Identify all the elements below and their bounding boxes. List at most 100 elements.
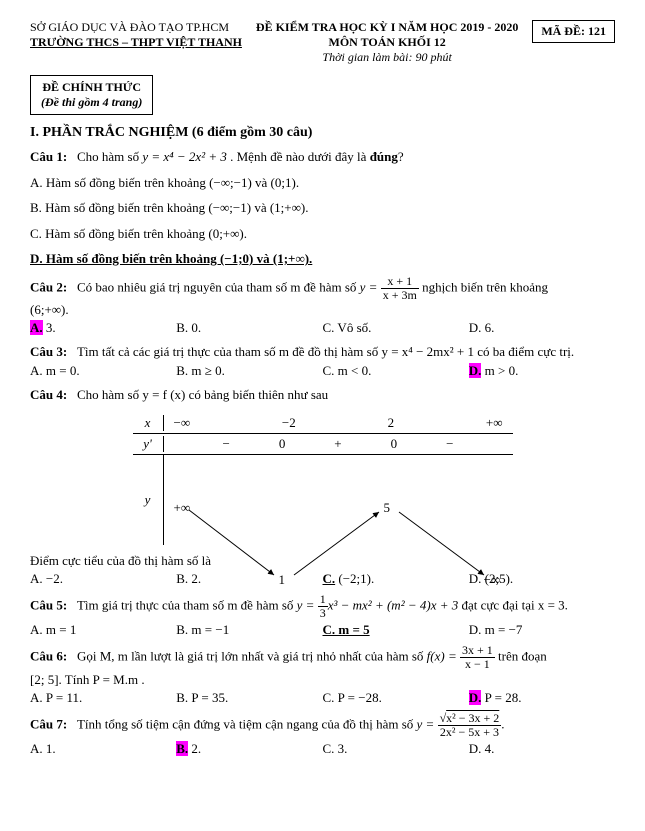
section-1-title: I. PHẦN TRẮC NGHIỆM (6 điểm gồm 30 câu)	[30, 125, 615, 141]
vt-x-label: x	[133, 415, 164, 431]
q6-d-text: P = 28.	[481, 690, 521, 705]
vt-x-2: 2	[388, 415, 395, 431]
q1-opt-d: D. Hàm số đồng biến trên khoảng (−1;0) v…	[30, 249, 615, 269]
vt-y-bot: 1	[279, 572, 286, 588]
question-6: Câu 6: Gọi M, m lần lượt là giá trị lớn …	[30, 644, 615, 671]
vt-x-cells: −∞ −2 2 +∞	[164, 415, 513, 431]
vt-y-left: +∞	[174, 500, 191, 516]
q1-bold: đúng	[370, 149, 398, 164]
vt-yp-1: 0	[279, 436, 286, 452]
time-text: Thời gian làm bài: 90 phút	[322, 50, 451, 64]
q4-label: Câu 4:	[30, 387, 67, 402]
q1-opt-a: A. Hàm số đồng biến trên khoảng (−∞;−1) …	[30, 173, 615, 193]
q7-opt-d: D. 4.	[469, 741, 615, 757]
q2-label: Câu 2:	[30, 279, 67, 294]
q2-text-b: nghịch biến trên khoảng	[422, 279, 548, 294]
header-right: MÃ ĐỀ: 121	[532, 20, 615, 65]
q7-opt-b: B. 2.	[176, 741, 322, 757]
q2-opt-c: C. Vô số.	[323, 320, 469, 336]
q6-d-hl: D.	[469, 690, 482, 705]
q2-text-c: (6;+∞).	[30, 302, 615, 318]
vt-yp-0: −	[222, 436, 229, 452]
q1-qm: ?	[398, 149, 404, 164]
dept-line: SỞ GIÁO DỤC VÀ ĐÀO TẠO TP.HCM	[30, 20, 242, 35]
vt-y-top: 5	[384, 500, 391, 516]
q5-opt-c: C. m = 5	[323, 622, 469, 638]
q6-label: Câu 6:	[30, 649, 67, 664]
q2-fraction: x + 1 x + 3m	[381, 275, 419, 302]
vt-x-3: +∞	[486, 415, 503, 431]
header-left: SỞ GIÁO DỤC VÀ ĐÀO TẠO TP.HCM TRƯỜNG THC…	[30, 20, 242, 65]
official-box: ĐỀ CHÍNH THỨC (Đề thi gồm 4 trang)	[30, 75, 153, 115]
q2-a-hl: A.	[30, 320, 43, 335]
question-4: Câu 4: Cho hàm số y = f (x) có bảng biến…	[30, 385, 615, 405]
exam-title: ĐỀ KIỂM TRA HỌC KỲ I NĂM HỌC 2019 - 2020	[256, 20, 518, 35]
q6-frac-num: 3x + 1	[460, 644, 495, 658]
q6-text-a: Gọi M, m lần lượt là giá trị lớn nhất và…	[77, 649, 427, 664]
q5-onethird: 13	[318, 593, 328, 620]
question-7: Câu 7: Tính tổng số tiệm cận đứng và tiệ…	[30, 712, 615, 739]
q2-opt-b: B. 0.	[176, 320, 322, 336]
q7-b-text: 2.	[188, 741, 201, 756]
official-title: ĐỀ CHÍNH THỨC	[41, 80, 142, 95]
q3-d-text: m > 0.	[481, 363, 518, 378]
q6-text-b: trên đoạn	[498, 649, 547, 664]
q3-opt-c: C. m < 0.	[323, 363, 469, 379]
q1-d-text: D. Hàm số đồng biến trên khoảng (−1;0) v…	[30, 251, 312, 266]
question-2: Câu 2: Có bao nhiêu giá trị nguyên của t…	[30, 275, 615, 302]
q6-opt-a: A. P = 11.	[30, 690, 176, 706]
q4-opt-a: A. −2.	[30, 571, 176, 587]
q6-text-c: [2; 5]. Tính P = M.m .	[30, 672, 615, 688]
question-3: Câu 3: Tìm tất cả các giá trị thực của t…	[30, 342, 615, 362]
q7-frac-den: 2x² − 5x + 3	[438, 726, 502, 739]
q2-opt-a: A. 3.	[30, 320, 176, 336]
q7-opt-a: A. 1.	[30, 741, 176, 757]
vt-y-label: y	[133, 455, 164, 545]
q7-label: Câu 7:	[30, 716, 67, 731]
vt-row-y: y +∞ 5 1 −∞	[133, 455, 513, 545]
q1-fn: y = x⁴ − 2x² + 3	[142, 149, 227, 164]
q5-c-text: C. m = 5	[323, 622, 370, 637]
q6-opt-d: D. P = 28.	[469, 690, 615, 706]
q2-a-text: 3.	[43, 320, 56, 335]
question-1: Câu 1: Cho hàm số y = x⁴ − 2x² + 3 . Mện…	[30, 147, 615, 167]
q4-text: Cho hàm số y = f (x) có bảng biến thiên …	[77, 387, 328, 402]
q3-opt-b: B. m ≥ 0.	[176, 363, 322, 379]
q3-opt-d: D. m > 0.	[469, 363, 615, 379]
q6-opt-c: C. P = −28.	[323, 690, 469, 706]
vt-row-x: x −∞ −2 2 +∞	[133, 413, 513, 434]
q2-frac-num: x + 1	[381, 275, 419, 289]
variation-arrows	[164, 500, 514, 590]
q2-options: A. 3. B. 0. C. Vô số. D. 6.	[30, 320, 615, 336]
pages-line: (Đề thi gồm 4 trang)	[41, 95, 142, 110]
q5-opt-d: D. m = −7	[469, 622, 615, 638]
exam-header: SỞ GIÁO DỤC VÀ ĐÀO TẠO TP.HCM TRƯỜNG THC…	[30, 20, 615, 65]
q6-frac-den: x − 1	[460, 658, 495, 671]
vt-x-0: −∞	[174, 415, 191, 431]
vt-row-yp: y' − 0 + 0 −	[133, 434, 513, 455]
q1-text-b: . Mệnh đề nào dưới đây là	[230, 149, 370, 164]
q5-text-a: Tìm giá trị thực của tham số m đề hàm số	[77, 598, 297, 613]
q5-opt-a: A. m = 1	[30, 622, 176, 638]
q3-d-hl: D.	[469, 363, 482, 378]
q1-opt-c: C. Hàm số đồng biến trên khoảng (0;+∞).	[30, 224, 615, 244]
section-title-text: I. PHẦN TRẮC NGHIỆM (6 điểm gồm 30 câu)	[30, 125, 312, 140]
q7-frac-num: √x² − 3x + 2	[438, 712, 502, 726]
q3-opt-a: A. m = 0.	[30, 363, 176, 379]
vt-yp-2: +	[334, 436, 341, 452]
q5-opt-b: B. m = −1	[176, 622, 322, 638]
time-line: Thời gian làm bài: 90 phút	[256, 50, 518, 65]
vt-y-right: −∞	[484, 572, 501, 588]
q6-options: A. P = 11. B. P = 35. C. P = −28. D. P =…	[30, 690, 615, 706]
variation-table: x −∞ −2 2 +∞ y' − 0 + 0 − y	[133, 413, 513, 545]
vt-yp-3: 0	[391, 436, 398, 452]
q1-text-a: Cho hàm số	[77, 149, 142, 164]
q7-b-hl: B.	[176, 741, 188, 756]
school-line: TRƯỜNG THCS – THPT VIỆT THANH	[30, 35, 242, 50]
q3-label: Câu 3:	[30, 344, 67, 359]
q2-opt-d: D. 6.	[469, 320, 615, 336]
q7-text-a: Tính tổng số tiệm cận đứng và tiệm cận n…	[77, 716, 417, 731]
q1-opt-b: B. Hàm số đồng biến trên khoảng (−∞;−1) …	[30, 198, 615, 218]
vt-yp-4: −	[446, 436, 453, 452]
q7-fraction: √x² − 3x + 2 2x² − 5x + 3	[438, 712, 502, 739]
